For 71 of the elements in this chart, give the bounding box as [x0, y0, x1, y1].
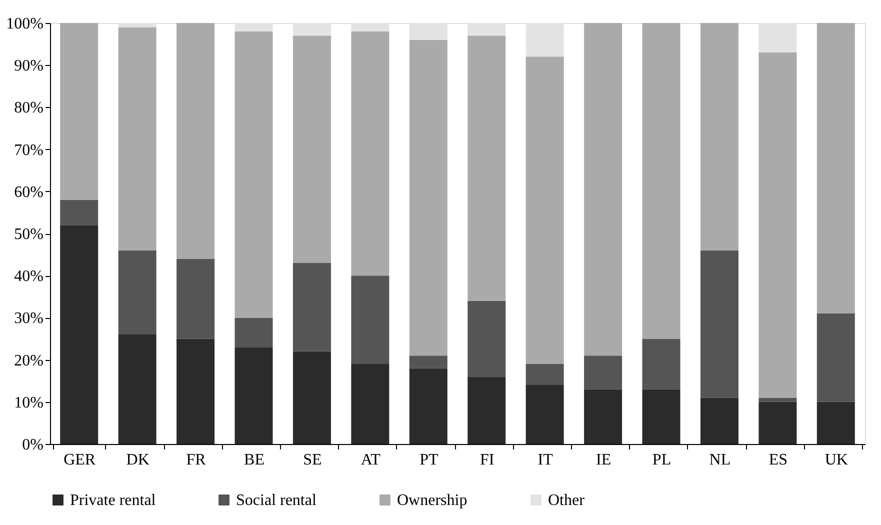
bar — [409, 356, 448, 368]
y-tick-label: 90% — [14, 58, 44, 75]
bar — [816, 313, 855, 402]
x-tick-label: ES — [768, 452, 788, 468]
bar — [351, 31, 390, 276]
bar — [758, 402, 797, 444]
y-tick-label: 30% — [14, 310, 44, 328]
y-tick-label: 50% — [14, 226, 44, 243]
bar — [700, 250, 738, 398]
bar — [526, 56, 564, 364]
x-tick-label: FI — [480, 452, 494, 468]
y-tick-label: 70% — [14, 142, 44, 159]
bar — [60, 200, 98, 226]
bar — [758, 52, 797, 398]
legend-label: Private rental — [70, 492, 156, 509]
bar — [409, 368, 448, 444]
bar — [758, 398, 797, 402]
x-tick-label: DK — [126, 452, 150, 468]
legend-label: Ownership — [397, 492, 468, 509]
x-tick-label: GER — [64, 452, 96, 468]
bar — [409, 40, 448, 356]
bar — [642, 338, 680, 390]
bar — [234, 31, 273, 318]
x-tick-label: FR — [186, 452, 206, 468]
y-tick-label: 0% — [22, 436, 44, 454]
bar — [816, 23, 855, 314]
x-tick-label: BE — [244, 452, 264, 468]
bar — [468, 36, 506, 301]
y-tick-label: 60% — [14, 184, 44, 201]
legend-label: Other — [548, 492, 586, 509]
bar — [351, 276, 390, 364]
bar — [118, 250, 156, 335]
x-tick-label: SE — [303, 452, 322, 468]
bar — [584, 23, 622, 356]
bar — [584, 389, 622, 444]
x-tick-label: AT — [360, 452, 381, 468]
x-tick-label: PL — [652, 452, 672, 468]
bar — [118, 27, 156, 250]
bar — [526, 364, 564, 386]
bar — [292, 36, 331, 263]
bar — [234, 347, 273, 444]
bar — [351, 364, 390, 444]
bar — [642, 389, 680, 444]
bar — [700, 398, 738, 444]
bar — [526, 385, 564, 444]
y-tick-label: 10% — [14, 394, 44, 412]
bar — [292, 351, 331, 444]
bar — [816, 402, 855, 444]
bar — [642, 23, 680, 339]
x-tick-label: IT — [538, 452, 554, 468]
bar — [176, 338, 215, 444]
bar — [60, 225, 98, 444]
bar — [700, 23, 738, 250]
bar — [234, 318, 273, 348]
bar — [468, 376, 506, 444]
x-tick-label: PT — [420, 452, 438, 468]
y-tick-label: 20% — [14, 352, 44, 370]
y-tick-label: 40% — [14, 268, 44, 286]
x-tick-label: UK — [824, 452, 848, 468]
bar — [60, 23, 98, 200]
bar — [118, 334, 156, 444]
bar — [468, 300, 506, 377]
bar — [176, 258, 215, 339]
y-tick-label: 100% — [6, 16, 44, 32]
x-tick-label: NL — [709, 452, 731, 468]
bar — [176, 23, 215, 259]
bar — [584, 356, 622, 390]
x-tick-label: IE — [596, 452, 612, 468]
legend-label: Social rental — [236, 492, 317, 509]
bar — [292, 262, 331, 352]
y-tick-label: 80% — [14, 100, 44, 117]
